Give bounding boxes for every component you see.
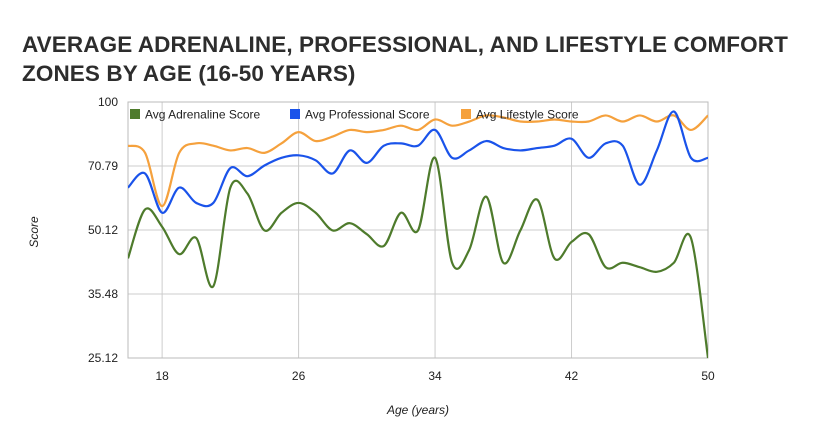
- y-tick-label: 70.79: [88, 159, 118, 173]
- legend-label-avg-professional-score: Avg Professional Score: [305, 108, 430, 122]
- series-lines: [128, 110, 708, 359]
- y-tick-label: 100: [98, 95, 118, 109]
- x-axis-title: Age (years): [386, 403, 449, 417]
- y-tick-labels: 25.12 35.48 50.12 70.79 100: [88, 95, 118, 365]
- x-tick-label: 50: [701, 369, 715, 383]
- y-axis-title: Score: [27, 216, 41, 248]
- legend-label-avg-adrenaline-score: Avg Adrenaline Score: [145, 108, 261, 122]
- x-tick-label: 26: [292, 369, 306, 383]
- y-tick-label: 35.48: [88, 287, 118, 301]
- plot-frame: [127, 101, 709, 359]
- chart-title: AVERAGE ADRENALINE, PROFESSIONAL, AND LI…: [22, 32, 788, 86]
- series-line-avg-lifestyle-score: [128, 114, 708, 208]
- x-tick-labels: 18 26 34 42 50: [155, 369, 715, 383]
- y-tick-label: 25.12: [88, 351, 118, 365]
- y-tick-label: 50.12: [88, 223, 118, 237]
- legend-swatch-avg-professional-score: [290, 109, 300, 119]
- series-line-avg-professional-score: [128, 110, 708, 214]
- x-tick-label: 18: [155, 369, 169, 383]
- legend-swatch-avg-adrenaline-score: [130, 109, 140, 119]
- x-tick-label: 34: [428, 369, 442, 383]
- legend-swatch-avg-lifestyle-score: [461, 109, 471, 119]
- legend-label-avg-lifestyle-score: Avg Lifestyle Score: [476, 108, 579, 122]
- legend: Avg Adrenaline Score Avg Professional Sco…: [130, 108, 579, 122]
- x-tick-label: 42: [565, 369, 579, 383]
- series-line-avg-adrenaline-score: [128, 156, 708, 359]
